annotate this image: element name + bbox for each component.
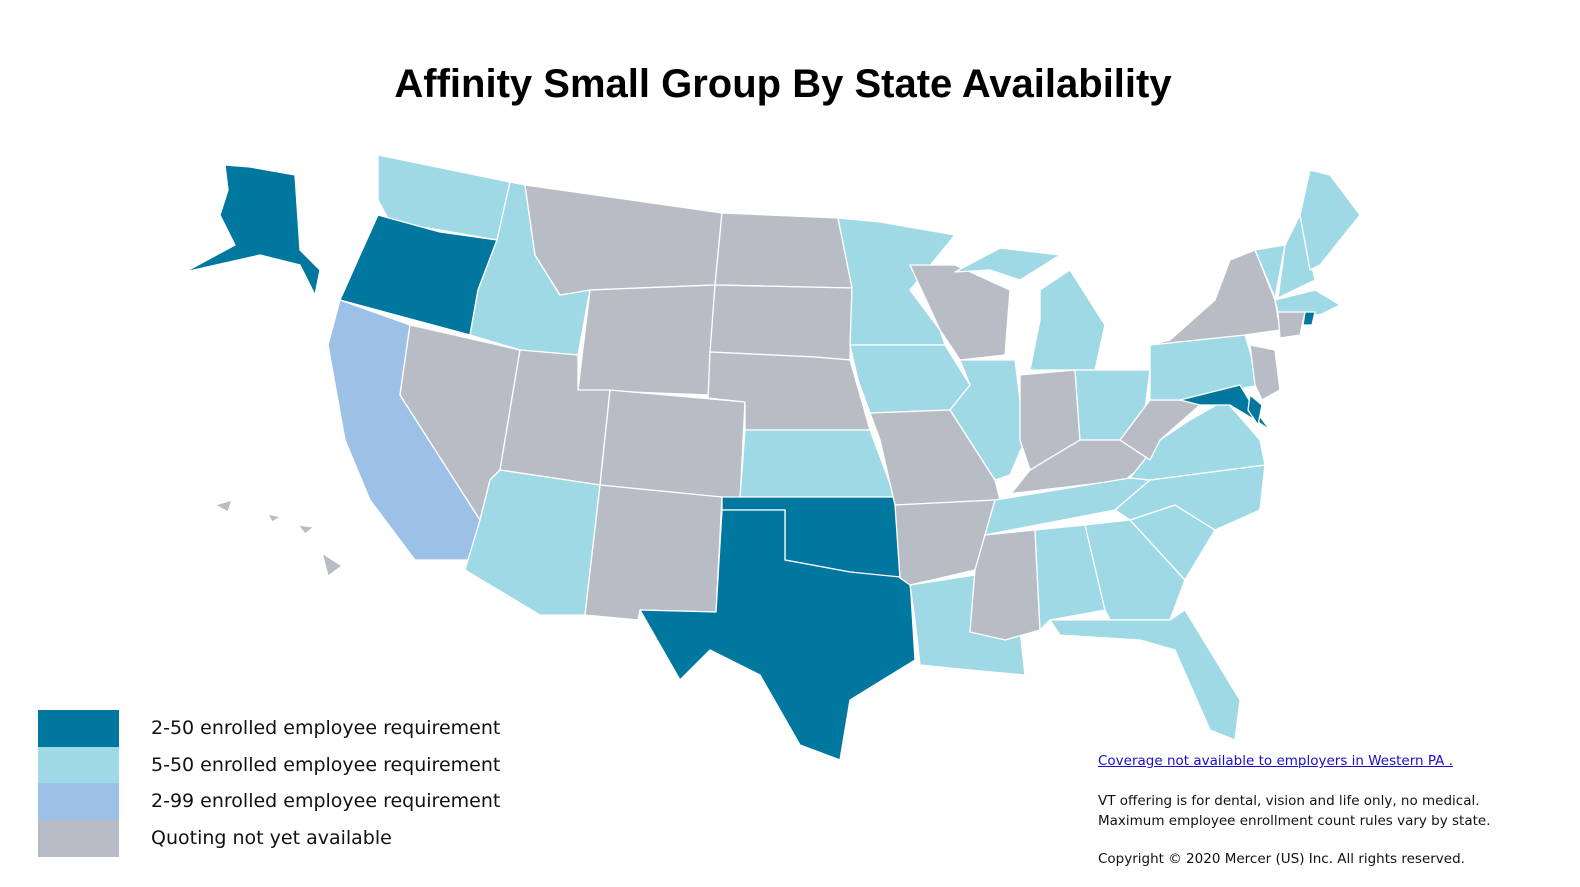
state	[524, 184, 723, 296]
state	[1034, 524, 1106, 631]
legend-swatch	[38, 783, 119, 821]
note-line: Maximum employee enrollment count rules …	[1098, 813, 1491, 829]
state	[1277, 311, 1306, 339]
state	[297, 524, 315, 535]
copyright: Copyright © 2020 Mercer (US) Inc. All ri…	[1098, 851, 1465, 867]
state	[709, 284, 853, 361]
state	[1249, 344, 1281, 401]
state	[1299, 169, 1361, 271]
state	[267, 513, 282, 523]
title: Affinity Small Group By State Availabili…	[394, 62, 1172, 106]
state	[1274, 289, 1341, 316]
state	[1247, 394, 1263, 426]
state	[954, 247, 1061, 281]
state	[1049, 609, 1241, 741]
state	[894, 499, 996, 586]
state	[714, 212, 853, 289]
state	[214, 499, 233, 513]
legend-swatch	[38, 710, 119, 747]
western-pa-link[interactable]: Coverage not available to employers in W…	[1098, 753, 1453, 769]
state	[577, 284, 716, 396]
state	[599, 389, 746, 501]
state	[739, 429, 896, 498]
state	[321, 552, 343, 577]
legend-swatch	[38, 746, 119, 784]
state	[1302, 311, 1316, 326]
state	[584, 484, 723, 621]
state	[1254, 244, 1286, 299]
legend-swatch	[38, 820, 119, 858]
note-line: VT offering is for dental, vision and li…	[1098, 793, 1480, 809]
state	[1029, 269, 1106, 371]
state	[849, 344, 971, 414]
state	[1277, 214, 1316, 299]
legend-label: Quoting not yet available	[151, 827, 392, 850]
state	[1129, 399, 1266, 481]
legend-label: 5-50 enrolled employee requirement	[151, 753, 501, 776]
state	[949, 359, 1026, 481]
state	[184, 164, 321, 296]
state	[639, 509, 916, 761]
legend-label: 2-50 enrolled employee requirement	[151, 717, 501, 739]
state	[909, 264, 1011, 361]
state	[1179, 384, 1271, 431]
legend-label: 2-99 enrolled employee requirement	[151, 790, 501, 813]
